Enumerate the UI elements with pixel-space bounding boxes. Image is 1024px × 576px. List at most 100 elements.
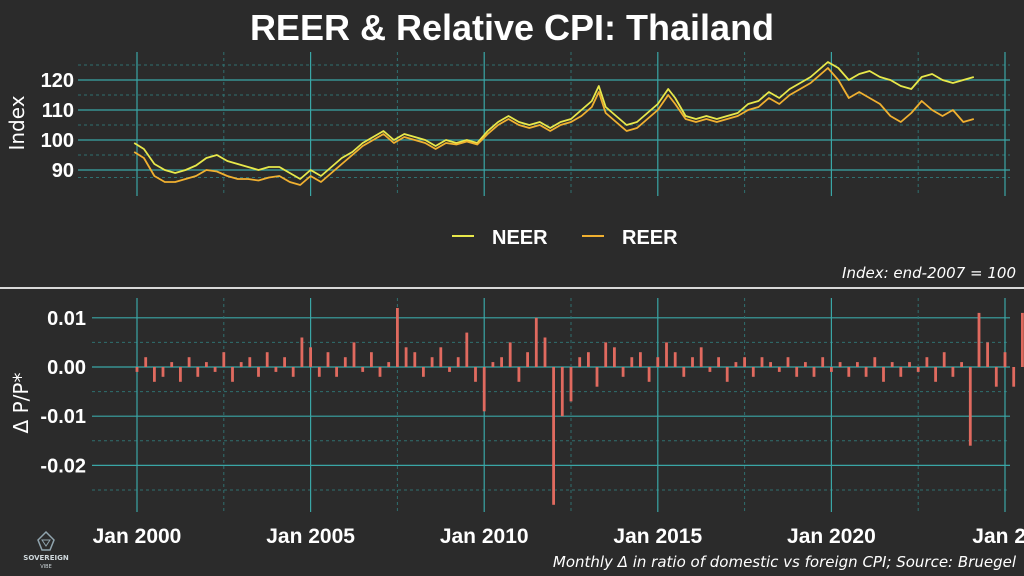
bar: [257, 367, 260, 377]
bar: [361, 367, 365, 372]
bar: [465, 332, 469, 367]
top-y-tick-label: 100: [41, 130, 74, 152]
bar: [560, 367, 564, 417]
bar: [552, 367, 555, 505]
top-y-tick-label: 90: [52, 160, 74, 182]
series-line-reer: [133, 67, 975, 186]
bar: [153, 367, 156, 382]
legend-label-neer: NEER: [492, 227, 548, 249]
bar: [543, 337, 547, 367]
bar: [170, 362, 174, 367]
bar: [326, 352, 330, 367]
bar: [708, 367, 712, 372]
bar: [422, 367, 425, 377]
bar: [725, 367, 729, 382]
bar: [231, 367, 234, 382]
bar: [179, 367, 182, 382]
bar: [274, 367, 278, 372]
logo: SOVEREIGN VIBE: [23, 530, 69, 570]
bar: [734, 362, 738, 367]
x-tick-label: Jan 2005: [266, 525, 355, 548]
bar: [899, 367, 903, 377]
bar: [821, 357, 825, 367]
bar: [387, 362, 391, 367]
bar: [456, 357, 460, 367]
bottom-caption: Monthly Δ in ratio of domestic vs foreig…: [553, 553, 1017, 571]
bar: [847, 367, 851, 377]
bar: [830, 367, 833, 372]
bar: [769, 362, 772, 367]
bar: [621, 367, 625, 377]
x-tick-label: Jan 2000: [93, 525, 182, 548]
bottom-gridlines: [92, 298, 1010, 512]
bar: [639, 352, 642, 367]
top-y-axis-label: Index: [5, 95, 29, 150]
bar: [291, 367, 295, 377]
bar: [378, 367, 382, 377]
bar: [482, 367, 486, 412]
bar: [248, 357, 252, 367]
bar: [760, 357, 764, 367]
bar: [578, 357, 582, 367]
bar: [977, 312, 981, 367]
bar: [647, 367, 651, 382]
bar: [517, 367, 521, 382]
bar: [430, 357, 434, 367]
bar: [352, 342, 356, 367]
bar: [595, 367, 599, 387]
bar: [613, 347, 616, 367]
bar: [604, 342, 608, 367]
bar: [673, 352, 677, 367]
bar: [205, 362, 208, 367]
bar: [508, 342, 512, 367]
top-caption: Index: end-2007 = 100: [842, 264, 1016, 282]
bar: [187, 357, 191, 367]
bar: [795, 367, 799, 377]
x-tick-label: Jan 2010: [440, 525, 529, 548]
bar: [213, 367, 217, 372]
bar: [968, 367, 972, 446]
bar: [222, 352, 226, 367]
bar: [882, 367, 885, 382]
bar: [890, 362, 894, 367]
bar: [448, 367, 451, 372]
bar: [665, 342, 668, 367]
bar: [699, 347, 703, 367]
bar: [196, 367, 200, 377]
bottom-y-tick-labels: 0.01 0.00 -0.01 -0.02: [40, 308, 86, 478]
bar: [569, 367, 573, 402]
bottom-y-tick-label: 0.01: [47, 308, 86, 330]
chart-title: REER & Relative CPI: Thailand: [250, 7, 774, 48]
bar: [343, 357, 347, 367]
bar: [951, 367, 955, 377]
bottom-y-tick-label: 0.00: [47, 357, 86, 379]
bar: [135, 367, 139, 372]
bar: [864, 367, 868, 377]
bar: [656, 357, 660, 367]
bar: [1003, 352, 1007, 367]
bar: [682, 367, 686, 377]
bar: [239, 362, 243, 367]
top-y-tick-label: 120: [41, 70, 74, 92]
top-series-lines: [133, 61, 975, 186]
bar: [265, 352, 269, 367]
logo-name: SOVEREIGN: [23, 554, 69, 562]
bar: [960, 362, 963, 367]
bar: [283, 357, 286, 367]
legend-label-reer: REER: [622, 227, 678, 249]
bar: [986, 342, 989, 367]
bar: [1012, 367, 1016, 387]
bar: [994, 367, 998, 387]
bar: [396, 308, 399, 367]
bottom-y-axis-label: Δ P/P*: [9, 373, 33, 434]
bar: [300, 337, 304, 367]
bar: [491, 362, 495, 367]
bar: [413, 352, 417, 367]
logo-mark-inner-icon: [41, 539, 51, 547]
bar: [942, 352, 946, 367]
bar: [474, 367, 477, 382]
bar: [873, 357, 877, 367]
x-tick-label: Jan 2015: [613, 525, 702, 548]
bar: [309, 347, 312, 367]
